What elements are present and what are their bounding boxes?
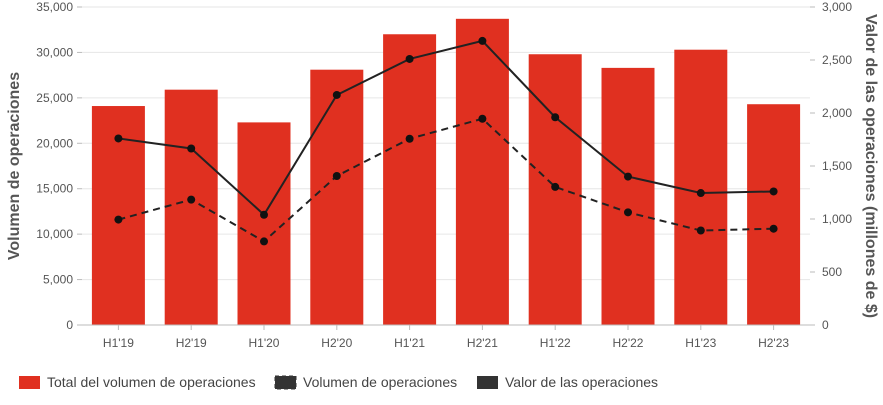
x-tick-label: H1'22 [540,336,571,350]
line-point[interactable] [769,224,778,233]
y2-axis-ticks: 0 500 1,000 1,500 2,000 2,500 3,000 [810,0,852,332]
legend-item-volume[interactable]: Volumen de operaciones [274,374,457,390]
line-point[interactable] [260,210,268,219]
bar[interactable] [237,122,291,325]
y2-tick-label: 1,000 [822,212,852,226]
legend-item-value[interactable]: Valor de las operaciones [477,374,658,390]
y-tick-label: 30,000 [36,45,73,59]
line-point[interactable] [551,182,560,191]
line-volume [118,117,774,243]
line-point[interactable] [696,226,705,235]
line-point[interactable] [187,144,196,153]
x-tick-label: H1'23 [685,336,716,350]
bar-series [91,18,801,326]
y-tick-label: 10,000 [36,227,73,241]
y-axis-title: Volumen de operaciones [6,72,23,260]
y2-tick-label: 0 [822,318,829,332]
line-point[interactable] [769,187,778,196]
y2-axis-title: Valor de las operaciones (millones de $) [862,14,879,318]
line-series [114,36,778,246]
line-point[interactable] [332,90,341,99]
line-point[interactable] [405,134,414,143]
x-tick-label: H2'20 [321,336,352,350]
y-tick-label: 20,000 [36,136,73,150]
x-tick-label: H2'19 [176,336,207,350]
line-point[interactable] [332,171,341,180]
line-value [118,39,774,217]
bar[interactable] [601,67,655,326]
x-tick-label: H1'19 [103,336,134,350]
line-point[interactable] [405,54,414,63]
bar[interactable] [310,69,364,325]
x-tick-label: H1'21 [394,336,425,350]
legend: Total del volumen de operaciones Volumen… [19,374,658,390]
line-point[interactable] [624,172,632,181]
legend-label: Volumen de operaciones [303,374,457,390]
x-axis-ticks: H1'19 H2'19 H1'20 H2'20 H1'21 H2'21 H1'22 H2'22… [103,325,789,350]
line-point[interactable] [696,189,705,198]
line-point[interactable] [260,237,268,246]
legend-swatch-solid [477,376,498,389]
y-tick-label: 0 [66,318,73,332]
x-tick-label: H2'22 [613,336,644,350]
y2-tick-label: 2,500 [822,53,852,67]
legend-swatch-dashed [274,375,297,390]
legend-swatch-bar [19,376,40,389]
line-point[interactable] [478,114,487,123]
bar[interactable] [455,18,509,325]
y-tick-label: 25,000 [36,91,73,105]
x-tick-label: H1'20 [249,336,280,350]
legend-item-total-volume[interactable]: Total del volumen de operaciones [19,374,256,390]
line-point[interactable] [624,208,632,217]
legend-label: Total del volumen de operaciones [47,374,256,390]
x-tick-label: H2'23 [758,336,789,350]
bar[interactable] [383,34,437,325]
line-point[interactable] [478,36,487,45]
line-point[interactable] [114,134,123,143]
y-tick-label: 15,000 [36,182,73,196]
line-point[interactable] [187,195,196,204]
y2-tick-label: 500 [822,265,842,279]
x-tick-label: H2'21 [467,336,498,350]
line-point[interactable] [114,215,123,224]
bar[interactable] [164,89,218,326]
axes: 0 5,000 10,000 15,000 20,000 25,000 30,000 35,0… [6,0,879,350]
y-axis-ticks: 0 5,000 10,000 15,000 20,000 25,000 30,000 35,0… [36,0,82,332]
y2-tick-label: 2,000 [822,106,852,120]
legend-label: Valor de las operaciones [505,374,658,390]
y-tick-label: 35,000 [36,0,73,14]
bar[interactable] [674,49,728,326]
y-tick-label: 5,000 [43,273,73,287]
y2-tick-label: 3,000 [822,0,852,14]
bar[interactable] [747,104,801,326]
y2-tick-label: 1,500 [822,159,852,173]
line-point[interactable] [551,113,560,122]
